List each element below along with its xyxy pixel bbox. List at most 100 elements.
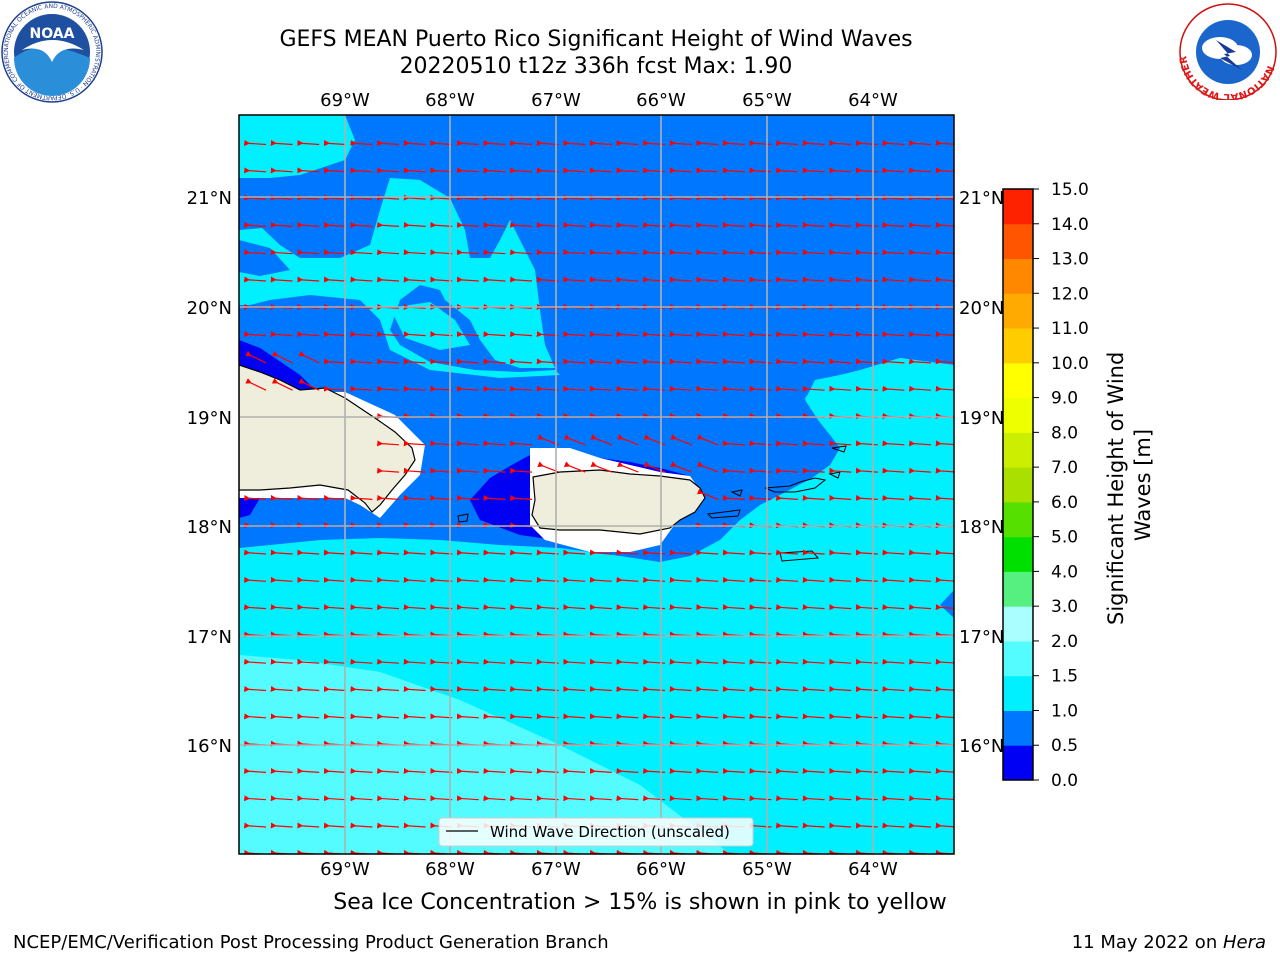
lon-label-top: 66°W [636,90,686,111]
wave-direction-arrow [749,795,772,802]
wave-direction-arrow [403,194,426,201]
wave-direction-arrow [456,494,479,501]
wave-direction-arrow [616,167,639,174]
wave-direction-arrow [589,358,612,365]
wave-direction-arrow [722,194,745,201]
lon-label-top: 67°W [531,90,581,111]
wave-direction-arrow [323,549,346,556]
wave-direction-arrow [589,713,612,720]
wave-direction-arrow [669,221,692,228]
wave-direction-arrow [323,658,346,665]
wave-direction-arrow [456,767,479,774]
colorbar-swatch [1003,293,1033,329]
wave-direction-arrow [669,549,692,556]
lon-label-bottom: 68°W [425,859,475,880]
wave-direction-arrow [802,549,825,556]
wave-direction-arrow [855,358,878,365]
wave-direction-arrow [403,140,426,147]
colorbar-swatch [1003,397,1033,433]
wave-direction-arrow [616,358,639,365]
wave-direction-arrow [696,461,719,473]
wave-direction-arrow [696,276,719,283]
wave-direction-arrow [563,140,586,147]
wave-direction-arrow [909,686,932,693]
wave-direction-arrow [855,795,878,802]
wave-direction-arrow [776,549,799,556]
colorbar-swatch [1003,258,1033,294]
wave-direction-arrow [776,331,799,338]
wave-direction-arrow [616,713,639,720]
wave-direction-arrow [483,494,506,501]
wave-direction-arrow [563,358,586,365]
lon-label-bottom: 69°W [320,859,370,880]
wave-direction-arrow [270,686,293,693]
wave-direction-arrow [802,440,825,447]
wave-direction-arrow [297,822,320,829]
wave-direction-arrow [855,249,878,256]
colorbar-tick-label: 3.0 [1051,597,1078,617]
colorbar-swatch [1003,223,1033,260]
wave-direction-arrow [483,358,506,365]
wave-direction-arrow [297,249,320,256]
wave-direction-arrow [297,604,320,611]
wave-direction-arrow [749,686,772,693]
wave-direction-arrow [403,658,426,665]
wave-direction-arrow [829,140,852,147]
wave-direction-arrow [829,767,852,774]
wave-direction-arrow [670,434,692,446]
wave-direction-arrow [244,221,267,228]
wave-direction-arrow [589,331,612,338]
wave-direction-arrow [909,822,932,829]
wave-direction-arrow [643,576,666,583]
wave-direction-arrow [696,434,719,446]
wave-direction-arrow [589,249,612,256]
wave-direction-arrow [563,331,586,338]
colorbar-tick-label: 0.5 [1051,736,1078,756]
wave-direction-arrow [403,604,426,611]
wave-direction-arrow [403,358,426,365]
colorbar-tick-label: 13.0 [1051,250,1089,270]
wave-direction-arrow [510,467,533,474]
wave-direction-arrow [563,167,586,174]
wave-direction-arrow [377,686,400,693]
wave-direction-arrow [403,385,426,392]
lat-labels-right: 21°N 20°N 19°N 18°N 17°N 16°N [959,188,1004,757]
wave-direction-arrow [483,249,506,256]
colorbar-swatch [1003,362,1033,399]
wave-direction-arrow [617,434,639,446]
wave-direction-arrow [696,713,719,720]
wave-direction-arrow [669,385,692,392]
wave-direction-arrow [643,713,666,720]
wave-direction-arrow [669,331,692,338]
wave-direction-arrow [590,461,613,473]
lat-label-left: 19°N [187,408,232,429]
wave-direction-arrow [483,167,506,174]
wave-direction-arrow [377,140,400,147]
svg-text:NOAA: NOAA [30,26,75,42]
wave-direction-arrow [510,795,533,802]
wave-direction-arrow [749,221,772,228]
wave-direction-arrow [722,576,745,583]
colorbar-tick-label: 6.0 [1051,493,1078,513]
wave-direction-arrow [510,249,533,256]
wave-direction-arrow [297,331,320,338]
wave-direction-arrow [589,221,612,228]
wave-direction-arrow [510,713,533,720]
wave-direction-arrow [244,686,267,693]
wave-direction-arrow [616,221,639,228]
wave-direction-arrow [829,249,852,256]
wave-direction-arrow [403,440,426,447]
wave-direction-arrow [909,194,932,201]
wave-direction-arrow [696,604,719,611]
wave-direction-arrow [749,140,772,147]
wave-direction-arrow [483,440,506,447]
wave-direction-arrow [722,167,745,174]
wave-direction-arrow [882,713,905,720]
colorbar-swatch [1003,675,1033,711]
lat-label-left: 20°N [187,298,232,319]
wave-direction-arrow [297,658,320,665]
colorbar-swatch [1003,536,1033,572]
wave-direction-arrow [776,440,799,447]
wave-direction-arrow [882,221,905,228]
wave-direction-arrow [403,549,426,556]
